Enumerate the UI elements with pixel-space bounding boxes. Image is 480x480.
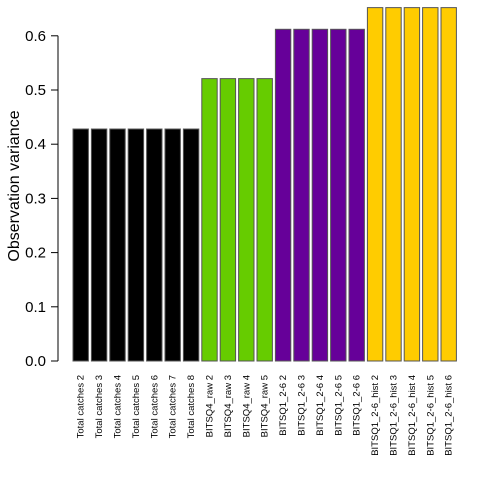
x-category-label: BITSQ1_2-6_hist 2: [370, 375, 381, 456]
bar: [127, 128, 145, 362]
y-tick-label: 0.6: [25, 28, 46, 45]
bar: [274, 28, 292, 362]
bar: [109, 128, 126, 362]
bar: [330, 28, 347, 362]
x-category-label: Total catches 4: [113, 375, 124, 438]
x-category-label: BITSQ1_2-6 4: [315, 375, 326, 436]
x-category-label: BITSQ4_raw 2: [205, 375, 216, 437]
x-category-label: BITSQ1_2-6 5: [333, 375, 344, 436]
y-tick-label: 0.0: [25, 353, 46, 370]
bar: [90, 128, 108, 362]
bar: [219, 78, 237, 362]
bar: [403, 7, 421, 362]
x-category-label: BITSQ1_2-6 6: [352, 375, 363, 436]
bar: [72, 128, 89, 362]
bar: [182, 128, 200, 362]
bar: [164, 128, 181, 362]
bar: [440, 7, 457, 362]
y-tick-label: 0.3: [25, 190, 46, 207]
bar: [201, 78, 218, 362]
y-tick-label: 0.5: [25, 82, 46, 99]
x-category-label: BITSQ1_2-6_hist 3: [389, 375, 400, 456]
bar: [146, 128, 163, 362]
x-category-label: BITSQ4_raw 4: [241, 375, 252, 437]
y-tick-label: 0.2: [25, 245, 46, 262]
bar: [422, 7, 439, 362]
y-axis: 0.0 0.1 0.2 0.3 0.4 0.5 0.6: [25, 28, 59, 370]
x-category-label: Total catches 3: [94, 375, 105, 438]
x-category-label: BITSQ4_raw 3: [223, 375, 234, 437]
x-category-label: BITSQ1_2-6 2: [278, 375, 289, 436]
x-axis-category-labels: Total catches 2 Total catches 3 Total catc…: [76, 375, 455, 456]
x-category-label: Total catches 6: [149, 375, 160, 438]
bar: [238, 78, 255, 362]
x-category-label: Total catches 2: [76, 375, 87, 438]
bars: [72, 7, 457, 362]
y-axis-title: Observation variance: [6, 110, 23, 261]
y-tick-label: 0.1: [25, 299, 46, 316]
x-category-label: BITSQ1_2-6 3: [297, 375, 308, 436]
bar: [348, 28, 365, 362]
bar: [366, 7, 384, 362]
bar: [385, 7, 402, 362]
x-category-label: BITSQ1_2-6_hist 6: [444, 375, 455, 456]
x-category-label: BITSQ1_2-6_hist 4: [407, 375, 418, 456]
x-category-label: Total catches 8: [186, 375, 197, 438]
bar: [256, 78, 273, 362]
x-category-label: BITSQ1_2-6_hist 5: [425, 375, 436, 456]
bar: [311, 28, 329, 362]
x-category-label: BITSQ4_raw 5: [260, 375, 271, 437]
x-category-label: Total catches 5: [131, 375, 142, 438]
x-category-label: Total catches 7: [168, 375, 179, 438]
y-tick-label: 0.4: [25, 136, 46, 153]
bar: [293, 28, 310, 362]
